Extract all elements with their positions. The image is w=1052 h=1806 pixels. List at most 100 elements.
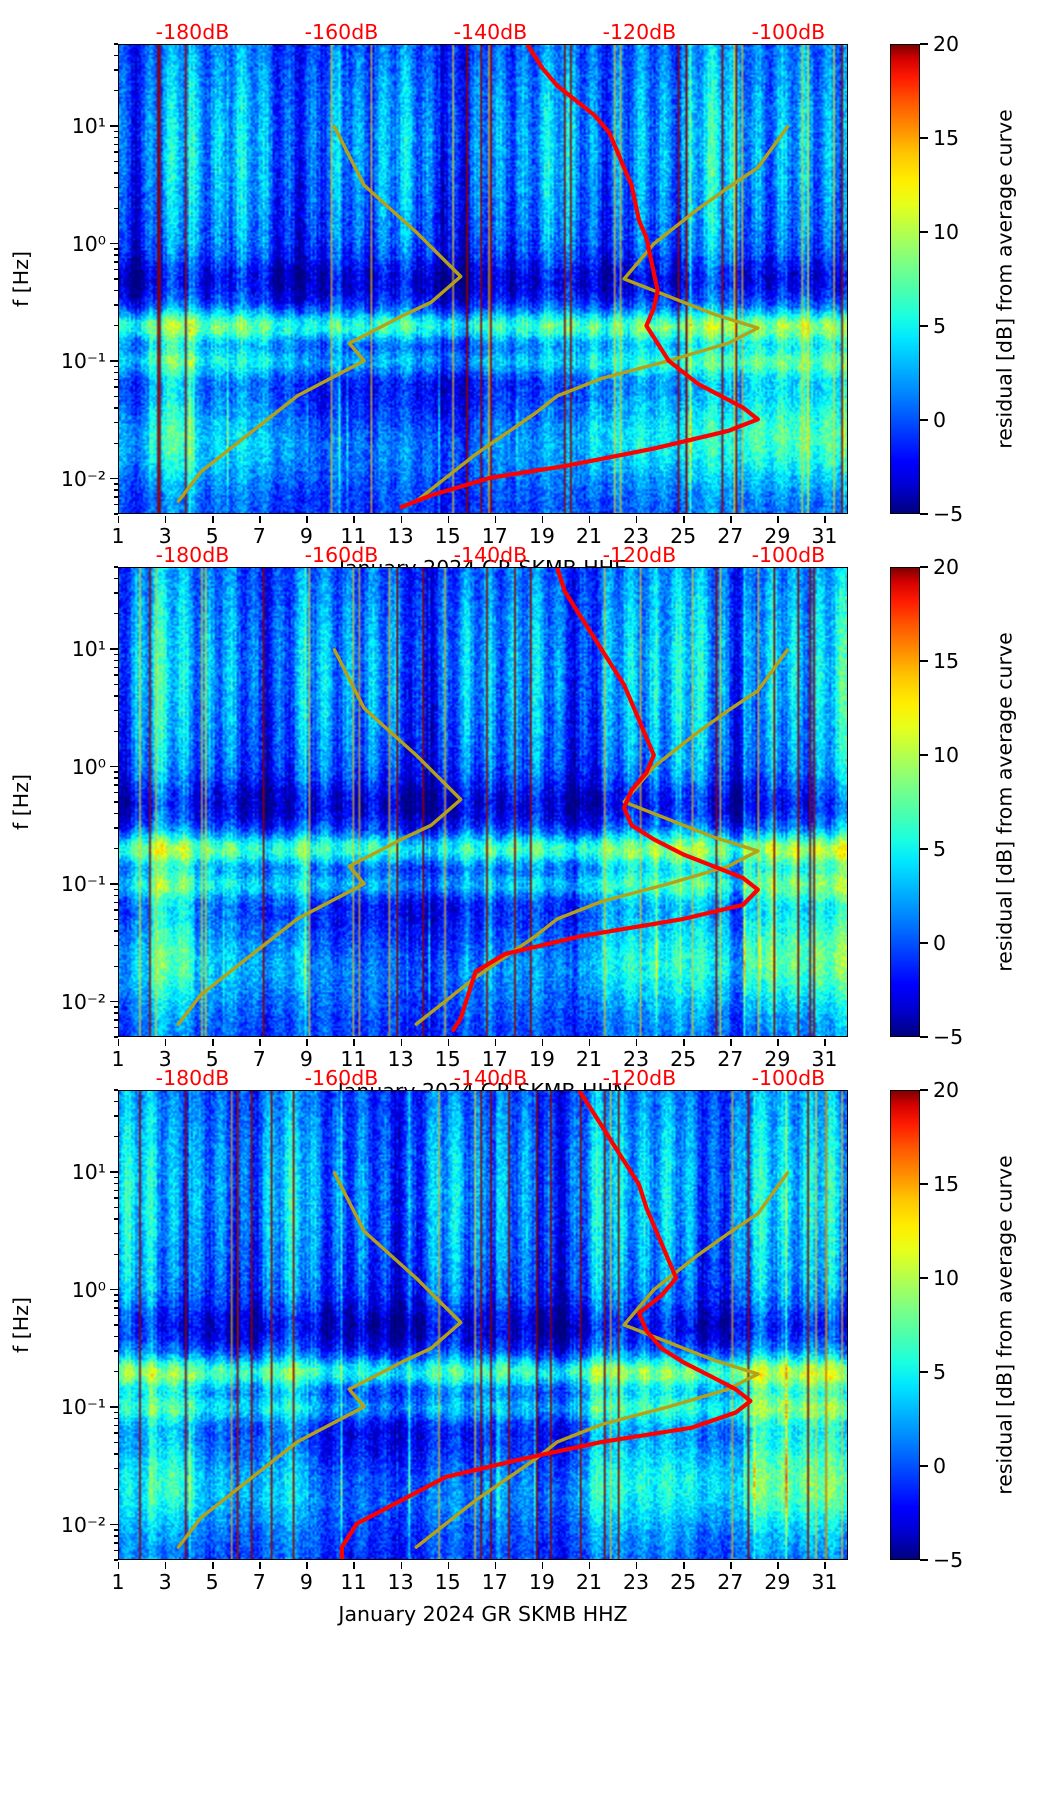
- x-axis-tick-label: 11: [340, 1570, 367, 1594]
- x-axis-tick-label: 1: [111, 1047, 125, 1071]
- y-axis-minor-tick-mark: [113, 1488, 118, 1490]
- x-axis-tick-mark: [400, 516, 402, 523]
- x-axis-tick-mark: [353, 516, 355, 523]
- panel-caption: January 2024 GR SKMB HHZ: [338, 1602, 628, 1626]
- top-db-tick-label: -100dB: [751, 543, 826, 567]
- colorbar-tick-label: 10: [933, 220, 960, 244]
- x-axis-tick-mark: [259, 1039, 261, 1046]
- colorbar-tick-mark: [920, 1036, 928, 1038]
- colorbar-title-text: residual [dB] from average curve: [993, 109, 1017, 449]
- x-axis-tick-label: 23: [623, 1570, 650, 1594]
- x-axis-tick-mark: [400, 1562, 402, 1569]
- x-axis-tick-label: 29: [764, 1570, 791, 1594]
- x-axis-tick-label: 27: [717, 1570, 744, 1594]
- spectrogram-plot-area[interactable]: [118, 1090, 848, 1560]
- x-axis-tick-label: 19: [528, 1047, 555, 1071]
- spectrogram-plot-area[interactable]: [118, 44, 848, 514]
- y-axis-tick-mark: [110, 1288, 118, 1291]
- y-axis-tick-label: 10¹: [71, 637, 106, 662]
- y-axis-tick-label: 10⁰: [71, 1277, 106, 1302]
- x-axis-tick-mark: [636, 1562, 638, 1569]
- y-axis-tick-label: 10⁻¹: [60, 872, 106, 897]
- y-axis-title: f [Hz]: [8, 1265, 34, 1385]
- x-axis-tick-mark: [541, 516, 544, 523]
- x-axis-tick-mark: [118, 1039, 120, 1046]
- y-axis-minor-tick-mark: [113, 812, 118, 815]
- x-axis-tick-mark: [777, 516, 779, 523]
- colorbar-tick-label: 10: [933, 1266, 960, 1290]
- y-axis-minor-tick-mark: [113, 801, 118, 803]
- colorbar-tick-label: 20: [933, 1078, 960, 1102]
- colorbar-tick-mark: [920, 1371, 928, 1373]
- y-axis-tick-mark: [110, 360, 118, 362]
- y-axis-minor-tick-mark: [113, 1542, 118, 1544]
- y-axis-minor-tick-mark: [113, 289, 118, 292]
- top-db-tick-label: -100dB: [751, 1066, 826, 1090]
- y-axis-minor-tick-mark: [113, 791, 118, 794]
- y-axis-minor-tick-mark: [113, 325, 118, 327]
- x-axis: 1 3 5 7 9 11 13 15 17 19 21 23 25 27 29 31: [111, 516, 848, 560]
- noise-model-low-curve: [414, 125, 790, 503]
- y-axis-minor-tick-mark: [113, 489, 118, 491]
- top-db-tick-label: -160dB: [304, 20, 379, 44]
- x-axis-tick-label: 3: [158, 1570, 172, 1594]
- colorbar-tick-mark: [920, 325, 928, 327]
- y-axis: 10¹ 10⁰ 10⁻¹ 10⁻²: [0, 43, 118, 515]
- colorbar-tick-label: 20: [933, 555, 960, 579]
- x-axis-tick-mark: [447, 1039, 450, 1046]
- x-axis-tick-mark: [165, 1039, 167, 1046]
- x-axis-tick-label: 17: [481, 524, 508, 548]
- y-axis: 10¹ 10⁰ 10⁻¹ 10⁻²: [0, 1089, 118, 1561]
- y-axis-minor-tick-mark: [113, 771, 118, 773]
- y-axis-minor-tick-mark: [113, 421, 118, 424]
- colorbar: [890, 1090, 920, 1560]
- y-axis-minor-tick-mark: [113, 207, 118, 209]
- x-axis-tick-mark: [730, 516, 732, 523]
- curve-overlay: [176, 568, 790, 1033]
- x-axis-tick-label: 3: [158, 524, 172, 548]
- y-axis-minor-tick-mark: [113, 483, 118, 485]
- y-axis-minor-tick-mark: [113, 172, 118, 174]
- y-axis-minor-tick-mark: [113, 143, 118, 146]
- y-axis-minor-tick-mark: [113, 944, 118, 947]
- noise-model-high-curve: [176, 648, 463, 1026]
- x-axis-tick-label: 27: [717, 1047, 744, 1071]
- y-axis-minor-tick-mark: [113, 386, 118, 388]
- y-axis-minor-tick-mark: [113, 1559, 118, 1561]
- colorbar-tick-label: −5: [933, 1548, 964, 1572]
- y-axis-minor-tick-mark: [113, 442, 118, 444]
- y-axis-minor-tick-mark: [113, 965, 118, 967]
- x-axis-tick-mark: [541, 1562, 544, 1569]
- x-axis-tick-mark: [212, 1039, 214, 1046]
- x-axis-tick-mark: [730, 1562, 732, 1569]
- colorbar-title: residual [dB] from average curve: [990, 567, 1020, 1037]
- y-axis-tick-label: 10⁻¹: [60, 349, 106, 374]
- y-axis-title-text: f [Hz]: [9, 251, 33, 307]
- x-axis-tick-mark: [212, 1562, 214, 1569]
- y-axis-minor-tick-mark: [113, 930, 118, 932]
- colorbar-tick-label: 15: [933, 1172, 960, 1196]
- y-axis-minor-tick-mark: [113, 1232, 118, 1235]
- colorbar-tick-label: −5: [933, 502, 964, 526]
- spectrogram-image: [119, 568, 847, 1036]
- spectrogram-plot-area[interactable]: [118, 567, 848, 1037]
- y-axis-minor-tick-mark: [113, 1424, 118, 1427]
- x-axis-tick-mark: [730, 1039, 732, 1046]
- y-axis-minor-tick-mark: [113, 130, 118, 133]
- y-axis-minor-tick-mark: [113, 918, 118, 921]
- y-axis-minor-tick-mark: [113, 730, 118, 732]
- x-axis-tick-mark: [588, 1562, 591, 1569]
- x-axis-tick-label: 17: [481, 1047, 508, 1071]
- x-axis-tick-mark: [259, 516, 261, 523]
- y-axis: 10¹ 10⁰ 10⁻¹ 10⁻²: [0, 566, 118, 1038]
- x-axis-tick-mark: [588, 1039, 591, 1046]
- y-axis-minor-tick-mark: [113, 1006, 118, 1008]
- y-axis-tick-label: 10⁻²: [60, 1512, 106, 1537]
- x-axis-tick-mark: [165, 516, 167, 523]
- x-axis-tick-mark: [494, 1562, 497, 1569]
- colorbar-tick-label: 5: [933, 837, 947, 861]
- x-axis-tick-mark: [683, 1039, 685, 1046]
- y-axis-tick-mark: [110, 1171, 118, 1173]
- x-axis-tick-mark: [636, 1039, 638, 1046]
- top-db-axis: -180dB -160dB -140dB -120dB -100dB: [118, 537, 848, 576]
